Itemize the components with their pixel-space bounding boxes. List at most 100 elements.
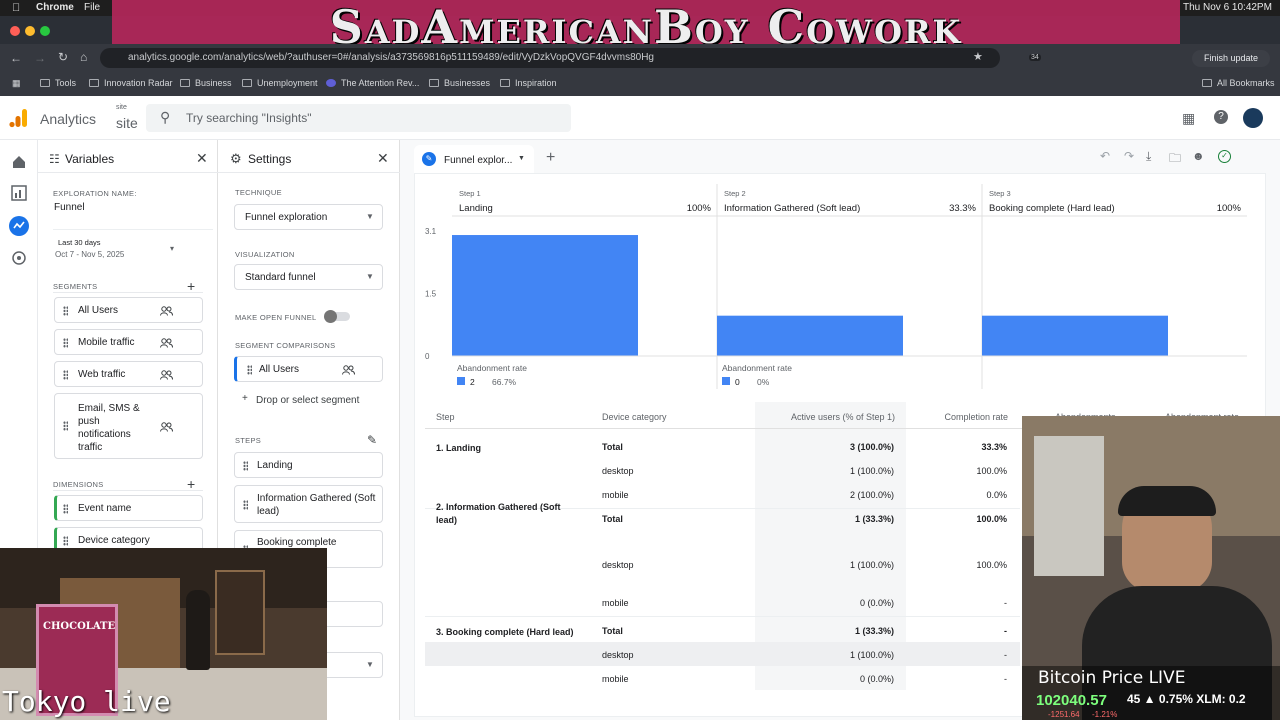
apps-grid-icon[interactable]: ▦ (12, 78, 21, 88)
date-range-selector[interactable]: Last 30 days Oct 7 - Nov 5, 2025 (53, 236, 183, 264)
drag-handle-icon[interactable] (63, 306, 68, 316)
step-number: Step 2 (724, 189, 746, 198)
explore-icon[interactable] (8, 215, 30, 237)
drag-handle-icon[interactable] (247, 365, 252, 375)
users-icon (342, 365, 355, 375)
close-variables-icon[interactable]: ✕ (196, 150, 208, 166)
close-window-button[interactable] (10, 26, 20, 36)
reports-icon[interactable] (11, 185, 27, 201)
add-segment-icon[interactable]: + (187, 278, 196, 294)
bookmark-tools[interactable]: Tools (40, 78, 76, 88)
col-header-device[interactable]: Device category (602, 412, 667, 422)
tab-funnel-exploration[interactable]: ✎ Funnel explor... ▼ (414, 145, 534, 173)
btc-ticker-panel (1022, 666, 1280, 720)
drag-handle-icon[interactable] (243, 500, 248, 510)
technique-select[interactable]: Funnel exploration ▼ (234, 204, 383, 230)
segment-chip-web-traffic[interactable]: Web traffic (54, 361, 203, 387)
step-chip-information-gathered[interactable]: Information Gathered (Soft lead) (234, 485, 383, 523)
btc-extra: 45 ▲ 0.75% XLM: 0.2 (1127, 692, 1246, 706)
bookmark-businesses[interactable]: Businesses (429, 78, 490, 88)
forward-icon[interactable]: → (34, 51, 46, 65)
divider (425, 616, 1020, 617)
exploration-name-label: EXPLORATION NAME: (53, 189, 137, 198)
segment-chip-email-sms[interactable]: Email, SMS & push notifications traffic (54, 393, 203, 459)
date-dropdown-icon[interactable]: ▾ (170, 244, 175, 253)
bookmark-business[interactable]: Business (180, 78, 232, 88)
toggle-knob (324, 310, 337, 323)
edit-steps-icon[interactable]: ✎ (367, 433, 378, 447)
funnel-bar (982, 315, 1168, 356)
bookmark-attention-rev[interactable]: The Attention Rev... (326, 78, 419, 88)
bookmark-label: All Bookmarks (1217, 78, 1275, 88)
dimension-chip-event-name[interactable]: Event name (54, 495, 203, 521)
chevron-down-icon[interactable]: ▼ (518, 155, 525, 162)
account-avatar[interactable] (1243, 108, 1263, 128)
help-icon[interactable]: ? (1214, 110, 1228, 124)
drop-segment-target[interactable]: + Drop or select segment (234, 390, 383, 412)
segment-label: All Users (78, 305, 119, 316)
video-person (186, 590, 210, 670)
url-bar[interactable]: analytics.google.com/analytics/web/?auth… (100, 48, 1000, 68)
menubar-app-name[interactable]: Chrome (36, 2, 74, 13)
undo-icon[interactable]: ↶ (1100, 149, 1111, 163)
close-settings-icon[interactable]: ✕ (377, 150, 389, 166)
check-status-icon[interactable]: ✓ (1218, 150, 1231, 163)
drag-handle-icon[interactable] (63, 338, 68, 348)
segment-comparison-label: All Users (259, 364, 300, 375)
redo-icon[interactable]: ↷ (1124, 149, 1135, 163)
exploration-name-input[interactable]: Funnel (54, 202, 85, 213)
drag-handle-icon[interactable] (63, 536, 68, 546)
divider (38, 172, 218, 173)
bookmark-inspiration[interactable]: Inspiration (500, 78, 557, 88)
col-header-step[interactable]: Step (436, 412, 455, 422)
bookmarks-bar: ▦ Tools Innovation Radar Business Unempl… (0, 72, 1280, 96)
completion-rate-cell: - (1004, 674, 1007, 684)
url-text: analytics.google.com/analytics/web/?auth… (128, 52, 654, 63)
minimize-window-button[interactable] (25, 26, 35, 36)
search-input[interactable]: ⚲ Try searching "Insights" (146, 104, 571, 132)
visualization-select[interactable]: Standard funnel ▼ (234, 264, 383, 290)
drag-handle-icon[interactable] (63, 370, 68, 380)
divider (218, 172, 400, 173)
advertising-icon[interactable] (11, 250, 27, 266)
home-icon[interactable] (11, 154, 27, 170)
bookmark-unemployment[interactable]: Unemployment (242, 78, 318, 88)
segment-comparison-all-users[interactable]: All Users (234, 356, 383, 382)
step-chip-landing[interactable]: Landing (234, 452, 383, 478)
device-cell: desktop (602, 650, 634, 660)
share-folder-icon[interactable]: 🗀 (1169, 151, 1182, 165)
segment-chip-mobile-traffic[interactable]: Mobile traffic (54, 329, 203, 355)
bookmark-star-icon[interactable]: ★ (973, 51, 983, 63)
segment-label: Email, SMS & push notifications traffic (78, 403, 140, 453)
add-user-icon[interactable]: ☻ (1192, 149, 1205, 163)
drag-handle-icon[interactable] (63, 421, 68, 431)
drag-handle-icon[interactable] (63, 504, 68, 514)
property-selector[interactable]: site (116, 115, 138, 131)
reload-icon[interactable]: ↻ (58, 50, 69, 64)
add-dimension-icon[interactable]: + (187, 476, 196, 492)
col-header-completion[interactable]: Completion rate (944, 412, 1008, 422)
divider (425, 508, 1020, 509)
bookmark-innovation-radar[interactable]: Innovation Radar (89, 78, 173, 88)
all-bookmarks[interactable]: All Bookmarks (1202, 78, 1275, 88)
date-range: Oct 7 - Nov 5, 2025 (55, 250, 125, 259)
menubar-item-file[interactable]: File (84, 2, 101, 13)
product-name: Analytics (40, 111, 97, 127)
download-icon[interactable]: ⤓ (1146, 149, 1152, 163)
zoom-window-button[interactable] (40, 26, 50, 36)
divider (53, 292, 203, 293)
drag-handle-icon[interactable] (243, 461, 248, 471)
home-icon[interactable]: ⌂ (80, 50, 88, 64)
open-funnel-toggle[interactable] (324, 310, 350, 323)
apps-icon[interactable]: ▦ (1182, 110, 1196, 126)
finish-update-button[interactable]: Finish update (1192, 50, 1270, 67)
col-header-active-users[interactable]: Active users (% of Step 1) (790, 412, 895, 422)
apple-icon[interactable]:  (12, 2, 20, 14)
bookmark-label: Business (195, 78, 232, 88)
search-placeholder: Try searching "Insights" (186, 111, 312, 125)
add-tab-icon[interactable]: + (546, 149, 556, 166)
back-icon[interactable]: ← (10, 51, 22, 65)
divider (53, 229, 213, 230)
segment-chip-all-users[interactable]: All Users (54, 297, 203, 323)
analytics-logo-icon[interactable] (9, 108, 29, 128)
